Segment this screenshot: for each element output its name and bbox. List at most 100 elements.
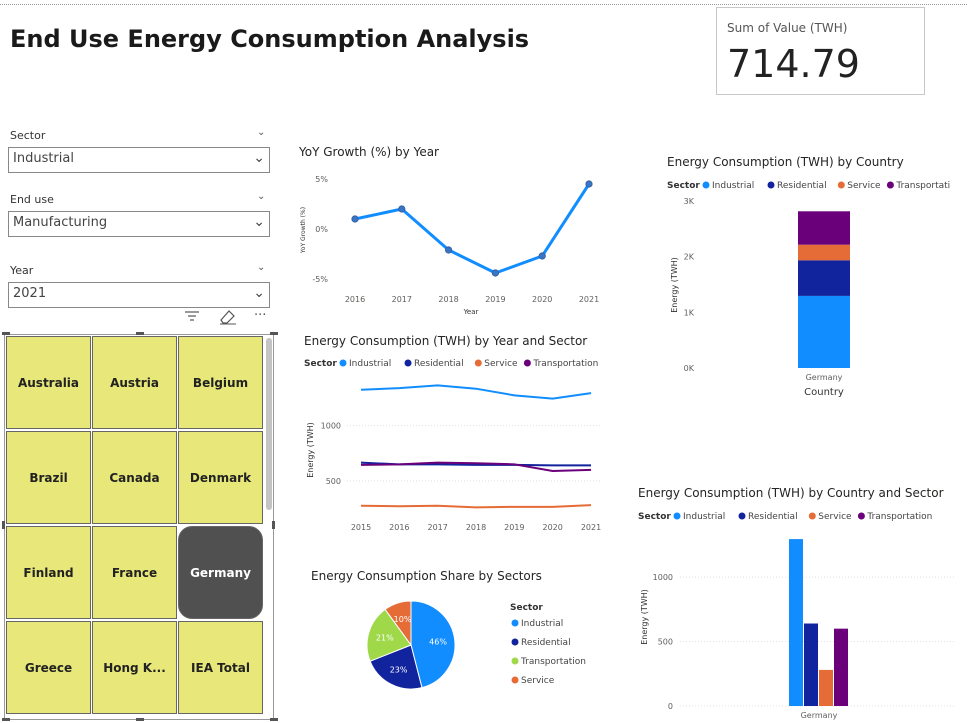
legend-item: Residential bbox=[777, 181, 827, 191]
pie-slice bbox=[410, 600, 456, 689]
legend-item: Transportation bbox=[520, 657, 586, 667]
bar-segment-industrial bbox=[798, 295, 850, 368]
y-axis-label: YoY Growth (%) bbox=[300, 207, 307, 254]
chart-title: Energy Consumption Share by Sectors bbox=[311, 569, 542, 583]
data-point bbox=[398, 205, 406, 213]
country-tile[interactable]: Finland bbox=[6, 526, 91, 619]
data-point bbox=[585, 180, 593, 188]
legend-marker bbox=[339, 359, 347, 367]
legend-marker bbox=[767, 181, 775, 189]
top-dotted-border bbox=[0, 4, 967, 5]
x-tick-label: 2015 bbox=[351, 523, 371, 532]
country-tile[interactable]: Canada bbox=[92, 431, 177, 524]
pie-slice bbox=[366, 608, 412, 662]
bar-residential bbox=[804, 623, 818, 706]
country-tile-slicer: Australia Austria Belgium Brazil Canada Denma… bbox=[4, 334, 274, 720]
x-tick-label: 2017 bbox=[427, 523, 447, 532]
legend-item: Transportation bbox=[895, 181, 950, 191]
chevron-down-icon: ⌄ bbox=[253, 214, 265, 230]
resize-handle[interactable] bbox=[2, 332, 10, 335]
y-tick-label: 1000 bbox=[653, 573, 673, 582]
legend-marker bbox=[511, 676, 519, 684]
bar-segment-residential bbox=[798, 260, 850, 296]
country-tile[interactable]: Greece bbox=[6, 621, 91, 714]
legend-item: Service bbox=[484, 359, 518, 369]
y-axis-label: Energy (TWH) bbox=[670, 257, 679, 313]
resize-handle[interactable] bbox=[136, 332, 144, 335]
year-dropdown-value: 2021 bbox=[13, 286, 47, 301]
chevron-down-icon[interactable]: ⌄ bbox=[257, 262, 266, 273]
series-line-transportation bbox=[360, 461, 592, 472]
country-tile[interactable]: France bbox=[92, 526, 177, 619]
enduse-dropdown-value: Manufacturing bbox=[13, 215, 108, 230]
legend-marker bbox=[474, 359, 482, 367]
legend-marker bbox=[511, 638, 519, 646]
bar-segment-transportation bbox=[798, 211, 850, 245]
legend-title: Sector bbox=[510, 603, 543, 613]
legend-item: Residential bbox=[748, 512, 798, 522]
y-tick-label: 500 bbox=[658, 638, 673, 647]
data-point bbox=[351, 215, 359, 223]
y-tick-label: 5% bbox=[315, 175, 328, 184]
chevron-down-icon[interactable]: ⌄ bbox=[257, 191, 266, 202]
country-tile[interactable]: IEA Total bbox=[178, 621, 263, 714]
series-line bbox=[354, 183, 591, 275]
sector-dropdown-value: Industrial bbox=[13, 151, 74, 166]
resize-handle[interactable] bbox=[2, 718, 10, 721]
sector-slicer-label: Sector bbox=[10, 129, 46, 142]
country-tile[interactable]: Australia bbox=[6, 336, 91, 429]
y-tick-label: 0 bbox=[668, 702, 673, 711]
legend-marker bbox=[511, 619, 519, 627]
x-tick-label: 2018 bbox=[466, 523, 486, 532]
resize-handle[interactable] bbox=[270, 718, 278, 721]
x-tick-label: 2017 bbox=[392, 295, 412, 304]
legend-item: Service bbox=[521, 676, 555, 686]
y-axis-label: Energy (TWH) bbox=[640, 589, 649, 645]
more-options-icon[interactable]: ... bbox=[254, 304, 267, 319]
kpi-card[interactable]: Sum of Value (TWH) 714.79 bbox=[716, 7, 925, 95]
pie-slice-label: 23% bbox=[390, 665, 408, 674]
legend-item: Industrial bbox=[521, 619, 563, 629]
chart-title: YoY Growth (%) by Year bbox=[298, 145, 439, 159]
data-point bbox=[491, 269, 499, 277]
legend-marker bbox=[886, 181, 894, 189]
resize-handle[interactable] bbox=[272, 521, 275, 529]
enduse-slicer-label: End use bbox=[10, 193, 54, 206]
country-tile[interactable]: Germany bbox=[178, 526, 263, 619]
country-tile[interactable]: Belgium bbox=[178, 336, 263, 429]
legend-marker bbox=[523, 359, 531, 367]
y-tick-label: 1K bbox=[684, 308, 695, 317]
country-stacked-bar-chart: Energy Consumption (TWH) by Country Secto… bbox=[667, 155, 950, 398]
kpi-card-value: 714.79 bbox=[727, 42, 860, 86]
country-tile[interactable]: Hong K... bbox=[92, 621, 177, 714]
data-point bbox=[445, 246, 453, 254]
legend-marker bbox=[738, 512, 746, 520]
y-axis-label: Energy (TWH) bbox=[306, 422, 315, 478]
pie-slice bbox=[384, 600, 412, 647]
country-tile[interactable]: Austria bbox=[92, 336, 177, 429]
chart-title: Energy Consumption (TWH) by Country bbox=[667, 155, 904, 169]
country-tile[interactable]: Brazil bbox=[6, 431, 91, 524]
legend-title: Sector bbox=[304, 359, 337, 369]
x-tick-label: Germany bbox=[806, 373, 843, 382]
country-tile[interactable]: Denmark bbox=[178, 431, 263, 524]
bar-service bbox=[819, 669, 833, 706]
tile-scrollbar-thumb[interactable] bbox=[266, 338, 272, 510]
resize-handle[interactable] bbox=[136, 718, 144, 721]
y-tick-label: 2K bbox=[684, 253, 695, 262]
enduse-dropdown[interactable]: Manufacturing ⌄ bbox=[8, 211, 270, 237]
filter-icon[interactable] bbox=[184, 309, 200, 327]
pie-slice-label: 10% bbox=[394, 615, 412, 624]
resize-handle[interactable] bbox=[2, 521, 5, 529]
sector-dropdown[interactable]: Industrial ⌄ bbox=[8, 147, 270, 173]
y-tick-label: 3K bbox=[684, 197, 695, 206]
eraser-icon[interactable] bbox=[218, 307, 238, 329]
legend-marker bbox=[511, 657, 519, 665]
country-sector-bar-chart: Energy Consumption (TWH) by Country and … bbox=[638, 486, 955, 720]
x-tick-label: 2020 bbox=[542, 523, 562, 532]
legend-title: Sector bbox=[638, 512, 671, 522]
resize-handle[interactable] bbox=[270, 332, 278, 335]
chevron-down-icon[interactable]: ⌄ bbox=[257, 127, 266, 138]
legend-item: Industrial bbox=[349, 359, 391, 369]
year-dropdown[interactable]: 2021 ⌄ bbox=[8, 282, 270, 308]
